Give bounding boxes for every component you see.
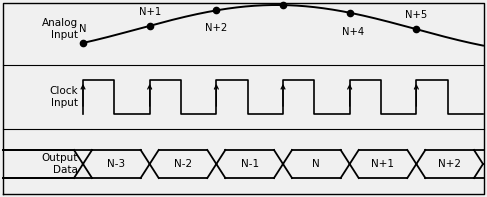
Text: N: N (313, 159, 320, 169)
Text: N: N (79, 24, 87, 34)
Text: N+5: N+5 (405, 10, 428, 20)
Text: N-1: N-1 (241, 159, 259, 169)
Text: Output
Data: Output Data (41, 153, 78, 175)
Text: N-3: N-3 (107, 159, 125, 169)
Text: N+1: N+1 (138, 7, 161, 17)
Text: N+1: N+1 (372, 159, 394, 169)
Text: N+2: N+2 (205, 23, 227, 33)
Text: N+2: N+2 (438, 159, 461, 169)
Text: Clock
Input: Clock Input (49, 86, 78, 108)
Text: N+4: N+4 (341, 27, 364, 37)
Text: N-2: N-2 (174, 159, 192, 169)
Text: Analog
Input: Analog Input (42, 18, 78, 40)
